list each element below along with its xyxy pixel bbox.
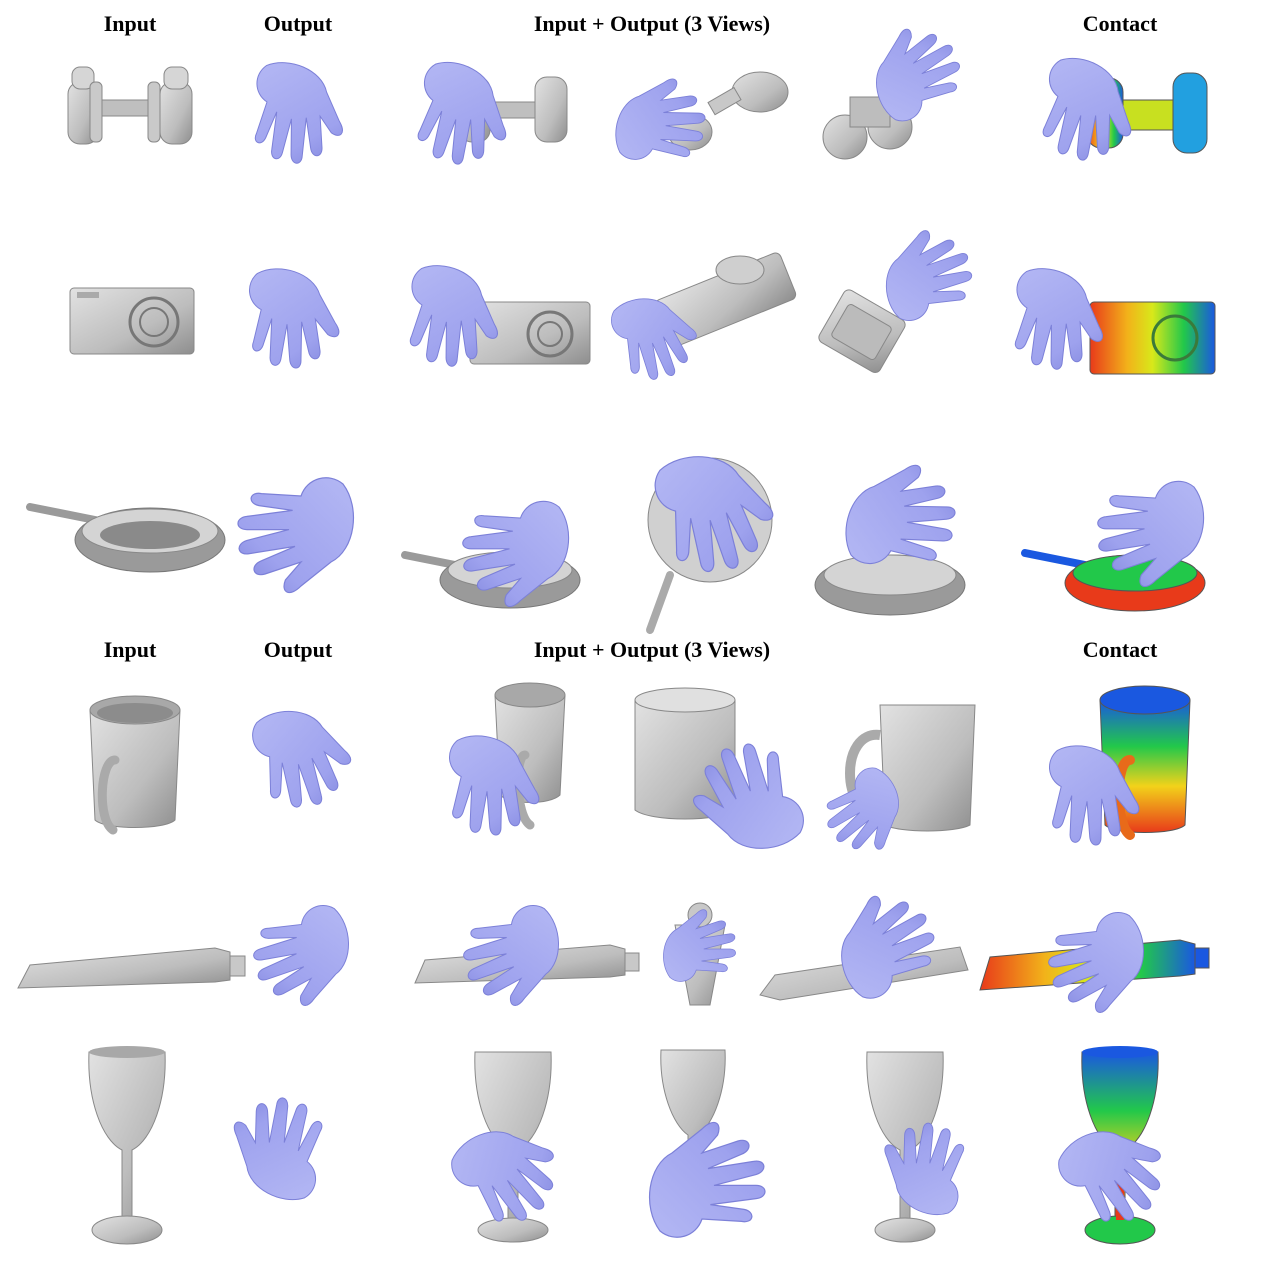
tube-output (246, 901, 359, 1014)
tube-contact (979, 908, 1210, 1021)
header-input-bottom: Input (103, 637, 157, 662)
tube-input (17, 947, 246, 989)
row-frying-pan (26, 449, 1206, 634)
camera-view-3 (818, 223, 979, 373)
mug-view-3 (812, 704, 976, 867)
binoculars-view-2 (610, 70, 789, 172)
camera-output (236, 263, 349, 376)
row-wine-glass (88, 1046, 1182, 1245)
mug-view-2 (634, 687, 808, 860)
wine-view-3 (866, 1051, 980, 1243)
pan-contact (1021, 480, 1206, 612)
row-binoculars (67, 15, 1208, 178)
wine-view-2 (648, 1049, 766, 1238)
binoculars-view-1 (400, 53, 568, 178)
header-output-bottom: Output (263, 637, 333, 662)
pan-view-3 (814, 454, 966, 616)
pan-view-1 (401, 500, 581, 609)
tube-view-1 (414, 901, 640, 1014)
binoculars-input (67, 66, 193, 145)
camera-contact (998, 261, 1216, 381)
camera-input (69, 287, 195, 355)
row-tube (17, 881, 1210, 1021)
header-views-bottom: Input + Output (3 Views) (533, 637, 771, 662)
wine-contact (1049, 1046, 1182, 1245)
header-input-top: Input (103, 11, 157, 36)
wine-output (216, 1084, 340, 1209)
mug-input (89, 695, 181, 835)
camera-view-2 (607, 252, 797, 386)
tube-view-2 (663, 902, 736, 1006)
header-views-top: Input + Output (3 Views) (533, 11, 771, 36)
mug-output (250, 705, 355, 811)
mug-view-1 (436, 682, 566, 843)
pan-input (26, 503, 226, 573)
header-contact-bottom: Contact (1082, 637, 1158, 662)
camera-view-1 (393, 258, 591, 378)
tube-view-3 (759, 881, 969, 1006)
binoculars-contact (1025, 49, 1208, 174)
header-contact-top: Contact (1082, 11, 1158, 36)
mug-contact (1036, 685, 1191, 853)
header-output-top: Output (263, 11, 333, 36)
binoculars-output (238, 55, 357, 175)
row-camera (69, 223, 1216, 386)
wine-input (88, 1046, 166, 1245)
pan-view-2 (646, 449, 778, 634)
wine-view-1 (442, 1051, 575, 1243)
binoculars-view-3 (822, 15, 972, 160)
pan-output (237, 477, 355, 594)
row-mug (89, 682, 1191, 867)
